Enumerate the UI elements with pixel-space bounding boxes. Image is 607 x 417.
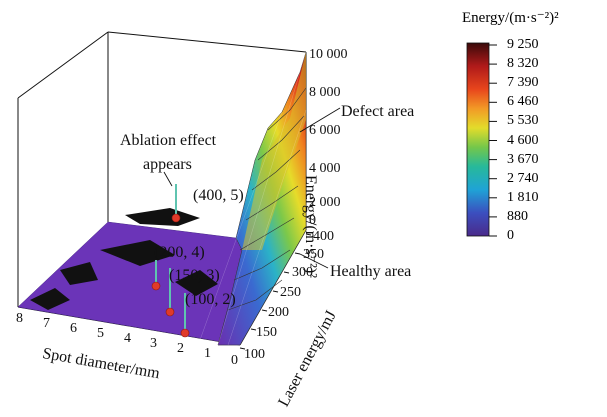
colorbar-tick-label: 880 [507,208,528,224]
point-label-200-4: (200, 4) [154,244,205,261]
healthy-label: Healthy area [330,263,412,280]
floor-dark-patches [30,208,218,310]
x-tick-mark [294,252,301,255]
ablation-label-line1: Ablation effect [120,132,217,149]
laser-energy-ticks [239,233,312,350]
x-tick-150: 150 [256,325,277,340]
colorbar [466,42,490,237]
x-tick-300: 300 [292,265,313,280]
x-tick-250: 250 [280,285,301,300]
surface-ridge-front [242,52,306,250]
z-tick-8000: 8 000 [309,85,341,100]
colorbar-tick-label: 9 250 [507,37,539,52]
x-tick-mark [250,328,257,331]
point-label-150-3: (150, 3) [169,267,220,284]
colorbar-tick-label: 0 [507,228,514,243]
y-tick-6: 6 [70,321,77,336]
y-tick-8: 8 [16,311,23,326]
y-tick-7: 7 [43,316,50,331]
x-tick-mark [239,347,246,350]
z-tick-6000: 6 000 [309,123,341,138]
z-tick-0: 0 [309,213,316,228]
colorbar-tick-label: 1 810 [507,189,539,205]
y-tick-3: 3 [150,336,157,351]
x-tick-mark [305,233,312,236]
y-tick-1: 1 [204,346,211,361]
colorbar-tick-label: 5 530 [507,113,539,129]
colorbar-tick-label: 7 390 [507,75,539,91]
x-tick-400: 400 [313,229,334,244]
y-tick-4: 4 [124,331,131,346]
x-tick-200: 200 [268,305,289,320]
colorbar-tick-label: 6 460 [507,94,539,110]
colorbar-tick-label: 8 320 [507,56,539,72]
z-axis-label: Energy/(m·s⁻²)² [302,175,319,279]
marked-point [151,281,161,291]
y-tick-5: 5 [97,326,104,341]
colorbar-tick-label: 3 670 [507,151,539,167]
z-tick-4000: 4 000 [309,161,341,176]
z-tick-10000: 10 000 [309,47,348,62]
marked-point [171,213,181,223]
colorbar-tick-label: 4 600 [507,132,539,148]
ablation-label-line2: appears [143,156,192,173]
x-tick-mark [261,309,268,312]
surface-grid [199,51,307,346]
annotation-lines [163,107,341,269]
point-label-400-5: (400, 5) [193,187,244,204]
marked-point [165,307,175,317]
colorbar-ticks [489,44,497,237]
x-tick-100: 100 [244,347,265,362]
x-tick-350: 350 [303,247,324,262]
colorbar-title: Energy/(m·s⁻²)² [462,10,559,26]
x-tick-mark [272,290,279,293]
y-tick-2: 2 [177,341,184,356]
marked-points [151,184,190,338]
point-label-100-2: (100, 2) [185,291,236,308]
colorbar-tick-label: 2 740 [507,170,539,186]
contour-lines [227,87,307,311]
x-tick-mark [283,271,290,274]
y-tick-0: 0 [231,353,238,368]
z-tick-2000: 2 000 [309,195,341,210]
marked-point [180,328,190,338]
defect-label: Defect area [341,103,415,120]
